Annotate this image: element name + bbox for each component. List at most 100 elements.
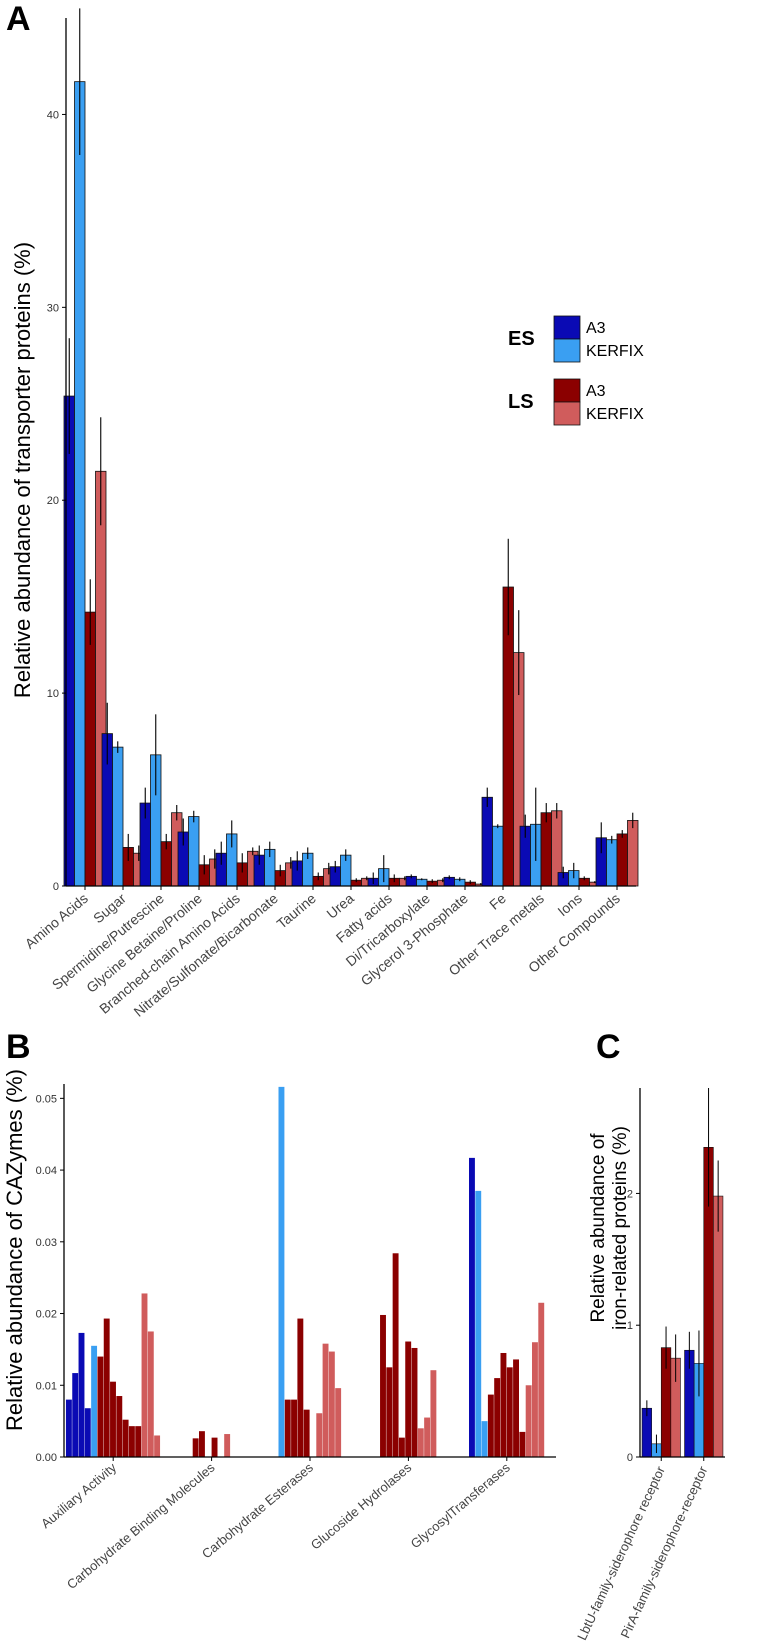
y-tick-a-10: 10: [47, 688, 59, 700]
bar-b-auxiliary-activity-2: [78, 1332, 85, 1457]
bar-b-auxiliary-activity-1: [72, 1373, 79, 1457]
panel-letter-b: B: [6, 1028, 31, 1066]
bar-a-di-tricarboxylate-es-kerfix: [416, 878, 428, 887]
bar-b-carbohydrate-esterases-6: [316, 1413, 323, 1457]
panel-c-bars: [641, 1088, 724, 1458]
x-tick-a-ions: Ions: [554, 890, 585, 919]
bar-b-carbohydrate-binding-molecules-0: [192, 1438, 199, 1457]
panel-a-bars: [63, 8, 639, 887]
y-tick-a-20: 20: [47, 495, 59, 507]
x-tick-c-pira-family-siderophore-receptor: PirA-family-siderophore-receptor: [617, 1463, 710, 1640]
bar-a-other-compounds-es-kerfix: [606, 839, 618, 887]
bar-b-glucoside-hydrolases-1: [386, 1367, 393, 1457]
y-tick-a-40: 40: [47, 109, 59, 121]
y-tick-b-0-00: 0.00: [36, 1452, 57, 1464]
bar-b-glycosyltransferases-3: [487, 1394, 494, 1457]
y-tick-c-0: 0: [627, 1452, 633, 1464]
bar-b-carbohydrate-esterases-1: [284, 1399, 291, 1457]
bar-b-glycosyltransferases-7: [513, 1359, 519, 1457]
bar-a-other-compounds-ls-kerfix: [627, 820, 639, 887]
legend-label-ls-kerfix: KERFIX: [586, 406, 644, 423]
bar-b-glycosyltransferases-5: [500, 1352, 507, 1457]
bar-b-glycosyltransferases-0: [469, 1157, 475, 1457]
bar-a-other-compounds-ls-a3: [616, 833, 628, 887]
legend-label-es-a3: A3: [586, 320, 606, 337]
legend-group-es: ES: [508, 328, 535, 350]
panel-b-y-axis-title: Relative abundance of CAZymes (%): [2, 1069, 27, 1431]
bar-b-glycosyltransferases-8: [519, 1431, 526, 1457]
legend-swatch-ls-a3: [553, 378, 581, 403]
bar-a-amino-acids-es-kerfix: [74, 81, 86, 887]
bar-b-auxiliary-activity-3: [84, 1408, 91, 1457]
bar-b-carbohydrate-esterases-9: [335, 1388, 342, 1457]
bar-b-auxiliary-activity-12: [141, 1293, 148, 1457]
bar-b-auxiliary-activity-7: [110, 1381, 116, 1457]
panel-letter-c: C: [596, 1028, 621, 1066]
bar-b-carbohydrate-esterases-7: [322, 1343, 329, 1457]
bar-b-auxiliary-activity-11: [135, 1426, 142, 1457]
bar-a-other-trace-metals-ls-a3: [540, 812, 552, 887]
legend-label-es-kerfix: KERFIX: [586, 343, 644, 360]
x-tick-b-glucoside-hydrolases: Glucoside Hydrolases: [308, 1459, 415, 1552]
y-tick-b-0-03: 0.03: [36, 1237, 57, 1249]
bar-b-glucoside-hydrolases-4: [405, 1341, 412, 1457]
bar-b-auxiliary-activity-13: [147, 1331, 154, 1457]
panel-c: C Relative abundance of iron-related pro…: [574, 1028, 725, 1642]
bar-b-auxiliary-activity-10: [128, 1426, 135, 1457]
y-tick-b-0-04: 0.04: [36, 1165, 57, 1177]
legend-group-ls: LS: [508, 391, 534, 413]
legend-swatch-es-kerfix: [553, 338, 581, 363]
bar-a-fe-es-a3: [481, 796, 493, 887]
bar-b-auxiliary-activity-6: [103, 1318, 110, 1457]
panel-a: A Relative abundance of transporter prot…: [6, 0, 644, 1020]
x-tick-b-carbohydrate-esterases: Carbohydrate Esterases: [199, 1459, 316, 1561]
bar-b-glucoside-hydrolases-3: [398, 1437, 405, 1457]
y-tick-a-0: 0: [53, 881, 59, 893]
bar-a-fe-es-kerfix: [492, 825, 504, 887]
bar-a-sugar-es-kerfix: [112, 746, 124, 887]
x-tick-b-glycosyltransferases: GlycosylTransferases: [408, 1459, 513, 1551]
bar-b-auxiliary-activity-14: [154, 1435, 161, 1457]
bar-b-glycosyltransferases-2: [481, 1421, 488, 1457]
bar-b-glycosyltransferases-1: [475, 1190, 482, 1457]
bar-b-glucoside-hydrolases-6: [417, 1428, 424, 1457]
bar-b-carbohydrate-binding-molecules-5: [224, 1434, 231, 1457]
bar-b-carbohydrate-binding-molecules-3: [211, 1437, 218, 1457]
y-tick-c-2: 2: [627, 1188, 633, 1200]
bar-b-glucoside-hydrolases-8: [430, 1370, 437, 1457]
bar-b-glucoside-hydrolases-0: [380, 1314, 386, 1457]
bar-b-auxiliary-activity-8: [116, 1396, 123, 1457]
x-tick-c-lbtu-family-siderophore-receptor: LbtU-family-siderophore receptor: [574, 1463, 668, 1642]
x-tick-a-fe: Fe: [486, 890, 509, 913]
x-tick-a-amino-acids: Amino Acids: [22, 890, 91, 952]
bar-b-glycosyltransferases-4: [494, 1378, 501, 1457]
bar-b-glycosyltransferases-6: [506, 1367, 513, 1457]
panel-c-y-axis-title-line2: iron-related proteins (%): [610, 1126, 631, 1330]
panel-c-y-axis-title-line1: Relative abundance of: [588, 1133, 609, 1323]
x-tick-a-taurine: Taurine: [273, 890, 319, 932]
panel-a-legend: ES A3 KERFIX LS A3 KERFIX: [508, 315, 644, 426]
bar-c-pira-family-siderophore-receptor-ls-kerfix: [713, 1195, 724, 1458]
bar-a-glycine-betaine-proline-es-kerfix: [188, 816, 200, 887]
y-tick-a-30: 30: [47, 302, 59, 314]
bar-b-auxiliary-activity-5: [97, 1356, 104, 1457]
bar-b-auxiliary-activity-0: [65, 1399, 72, 1457]
bar-b-auxiliary-activity-9: [122, 1419, 129, 1457]
panel-b: B Relative abundance of CAZymes (%) Auxi…: [2, 1028, 556, 1592]
legend-swatch-es-a3: [553, 315, 581, 340]
bar-b-carbohydrate-esterases-2: [291, 1399, 297, 1457]
panel-a-y-axis-title: Relative abundance of transporter protei…: [10, 242, 35, 698]
bar-a-amino-acids-ls-a3: [84, 611, 96, 887]
y-tick-b-0-01: 0.01: [36, 1380, 57, 1392]
bar-b-glycosyltransferases-11: [538, 1302, 545, 1457]
bar-b-glucoside-hydrolases-2: [392, 1253, 399, 1457]
bar-b-glycosyltransferases-10: [532, 1342, 538, 1457]
panel-letter-a: A: [6, 0, 31, 38]
bar-b-glycosyltransferases-9: [525, 1385, 532, 1457]
legend-swatch-ls-kerfix: [553, 401, 581, 426]
bar-b-carbohydrate-binding-molecules-1: [199, 1431, 205, 1457]
y-tick-c-1: 1: [627, 1320, 633, 1332]
bar-b-auxiliary-activity-4: [91, 1345, 98, 1457]
bar-b-carbohydrate-esterases-8: [328, 1351, 335, 1457]
